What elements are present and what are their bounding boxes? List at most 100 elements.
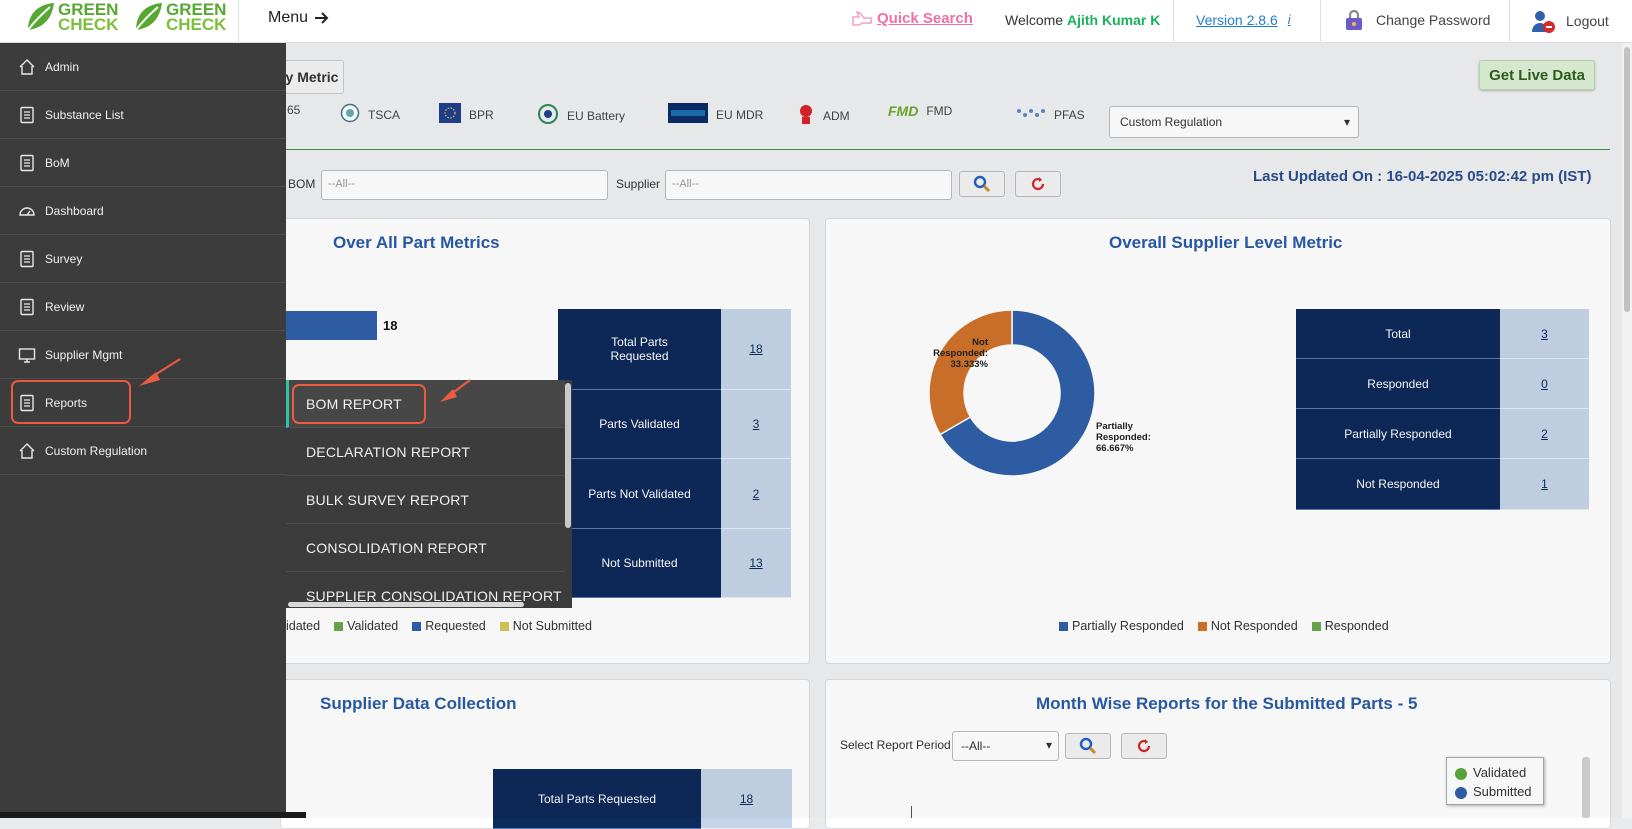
get-live-data-button[interactable]: Get Live Data (1479, 60, 1595, 90)
regulation-select[interactable]: Custom Regulation ▾ (1109, 106, 1359, 138)
regulation-label: EU Battery (567, 108, 626, 123)
metric-label: Parts Validated (558, 390, 721, 459)
chevron-down-icon: ▾ (1045, 738, 1052, 752)
metric-row: Parts Validated 3 (558, 390, 791, 459)
sidebar-item-survey[interactable]: Survey (0, 235, 286, 283)
metric-row: Not Submitted 13 (558, 529, 791, 598)
metric-value[interactable]: 3 (1500, 309, 1589, 359)
submenu-item-label: SUPPLIER CONSOLIDATION REPORT (306, 587, 562, 604)
refresh-icon (1137, 739, 1151, 753)
sidebar-item-custom-regulation[interactable]: Custom Regulation (0, 427, 286, 475)
chart-scrollbar[interactable] (1582, 757, 1590, 818)
legend-item[interactable]: Not Responded (1197, 619, 1298, 633)
metric-value[interactable]: 18 (721, 309, 791, 390)
change-password-link[interactable]: Change Password (1342, 8, 1490, 32)
chevron-down-icon: ▾ (1343, 115, 1350, 129)
metric-button[interactable]: y Metric (280, 60, 344, 94)
donut-slice[interactable] (928, 309, 1013, 436)
supplier-input[interactable]: --All-- (665, 170, 952, 200)
info-icon[interactable]: i (1287, 12, 1291, 27)
user-logout-icon (1532, 11, 1555, 33)
legend-item[interactable]: Responded (1311, 619, 1389, 633)
period-reset-button[interactable] (1121, 733, 1167, 759)
metric-value[interactable]: 2 (1500, 409, 1589, 459)
metric-value[interactable]: 1 (1500, 459, 1589, 510)
regulation-eu-battery[interactable]: EU Battery (537, 103, 625, 128)
divider (1509, 0, 1510, 43)
donut-data-label: Responded: (933, 348, 988, 359)
annotation-arrow-icon (440, 379, 471, 402)
logo-text: CHECK (166, 15, 227, 34)
metric-value[interactable]: 2 (721, 459, 791, 529)
bom-input[interactable]: --All-- (321, 170, 608, 200)
donut-slice[interactable] (939, 309, 1096, 477)
regulation-tsca[interactable]: TSCA (340, 103, 400, 126)
version-link[interactable]: Version 2.8.6 i (1196, 12, 1291, 28)
regulation-bpr[interactable]: BPR (439, 103, 494, 126)
document-icon (20, 298, 34, 315)
user-name: Ajith Kumar K (1066, 12, 1161, 28)
metric-row: Partially Responded 2 (1296, 409, 1589, 459)
quick-search-link[interactable]: Quick Search (851, 9, 973, 27)
submenu-horizontal-scrollbar[interactable] (288, 602, 524, 607)
legend-item[interactable]: Validated (1455, 763, 1535, 782)
regulation-eu-mdr[interactable]: EU MDR (668, 103, 763, 126)
sidebar-item-substance-list[interactable]: Substance List (0, 91, 286, 139)
divider (1320, 0, 1321, 43)
annotation-arrow-icon (139, 358, 181, 386)
sidebar-item-admin[interactable]: Admin (0, 43, 286, 91)
regulation-label: 65 (287, 103, 301, 117)
metric-row: Not Responded 1 (1296, 459, 1589, 510)
metric-label: Parts Not Validated (558, 459, 721, 529)
submenu-item-bulk-survey-report[interactable]: BULK SURVEY REPORT (286, 476, 565, 524)
regulation-65[interactable]: 65 (287, 103, 300, 117)
welcome-prefix: Welcome (1005, 12, 1064, 28)
reset-button[interactable] (1015, 171, 1061, 197)
logout-label: Logout (1566, 13, 1609, 29)
metric-value[interactable]: 13 (721, 529, 791, 598)
sidebar-item-reports[interactable]: Reports (0, 379, 286, 427)
leaf-icon (135, 3, 162, 31)
sidebar-item-review[interactable]: Review (0, 283, 286, 331)
donut-data-label: 66.667% (1096, 443, 1134, 454)
logout-link[interactable]: Logout (1530, 8, 1609, 34)
metric-label: Not Responded (1296, 459, 1500, 510)
lock-icon (1346, 9, 1362, 30)
sidebar-item-supplier-mgmt[interactable]: Supplier Mgmt (0, 331, 286, 379)
sidebar-item-bom[interactable]: BoM (0, 139, 286, 187)
metric-value[interactable]: 0 (1500, 359, 1589, 409)
page-scrollbar[interactable] (1622, 43, 1632, 818)
metric-value[interactable]: 3 (721, 390, 791, 459)
legend-item[interactable]: Validated (334, 619, 398, 633)
legend-item[interactable]: Partially Responded (1059, 619, 1184, 633)
last-updated: Last Updated On : 16-04-2025 05:02:42 pm… (1253, 168, 1592, 185)
legend-item[interactable]: Submitted (1455, 782, 1535, 801)
sidebar-item-dashboard[interactable]: Dashboard (0, 187, 286, 235)
search-button[interactable] (959, 171, 1005, 197)
legend-item[interactable]: idated (286, 619, 321, 633)
regulation-adm[interactable]: ADM (797, 103, 850, 128)
menu-button[interactable]: Menu (268, 9, 330, 27)
submenu-item-consolidation-report[interactable]: CONSOLIDATION REPORT (286, 524, 565, 572)
submenu-item-declaration-report[interactable]: DECLARATION REPORT (286, 428, 565, 476)
regulation-label: FMD (926, 104, 953, 118)
supplier-label: Supplier (616, 177, 661, 191)
period-search-button[interactable] (1065, 733, 1111, 759)
legend-item[interactable]: Requested (412, 619, 486, 633)
regulation-label: TSCA (368, 107, 401, 122)
scrollbar-thumb[interactable] (1624, 47, 1630, 312)
search-icon (1079, 737, 1097, 755)
regulation-fmd[interactable]: FMD FMD (888, 103, 952, 119)
fmd-icon: FMD (888, 103, 919, 119)
report-period-select[interactable]: --All-- ▾ (952, 731, 1059, 761)
version-label: Version 2.8.6 (1196, 12, 1278, 28)
part-metrics-title: Over All Part Metrics (333, 233, 500, 252)
part-metrics-legend: idated Validated Requested Not Submitted (286, 619, 592, 633)
submenu-item-label: CONSOLIDATION REPORT (306, 539, 487, 556)
metric-label: Total (1296, 309, 1500, 359)
submenu-scrollbar[interactable] (565, 383, 571, 528)
submenu-item-supplier-consolidation-report[interactable]: SUPPLIER CONSOLIDATION REPORT (286, 572, 565, 608)
legend-item[interactable]: Not Submitted (499, 619, 592, 633)
regulation-pfas[interactable]: PFAS (1014, 103, 1085, 126)
report-period-value: --All-- (961, 739, 991, 753)
